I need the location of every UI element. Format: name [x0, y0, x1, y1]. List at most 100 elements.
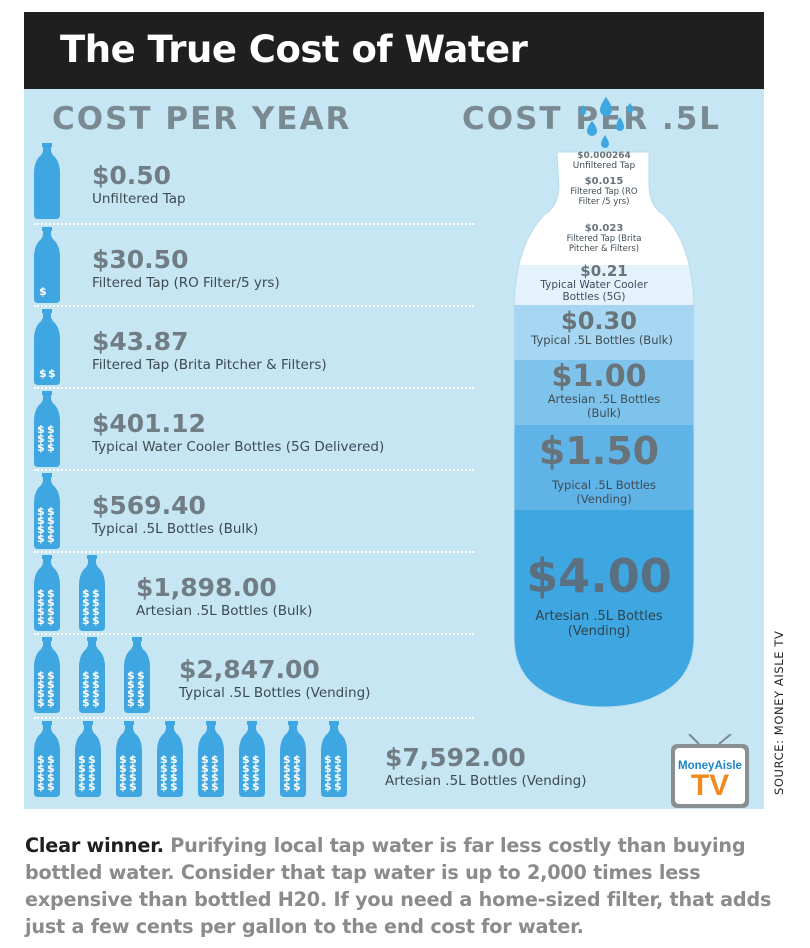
- dollar-sign-icon: $: [211, 780, 219, 793]
- bottle-shape: [157, 723, 183, 797]
- cost-amount: $0.50: [92, 161, 172, 190]
- dollar-sign-icon: $: [47, 669, 55, 682]
- dollar-sign-icon: $: [334, 780, 342, 793]
- water-bottle-icon: [34, 143, 60, 219]
- per-liter-label: Typical .5L Bottles (Bulk): [531, 333, 673, 347]
- dollar-sign-icon: $: [37, 614, 45, 627]
- bottle-shape: [34, 475, 60, 549]
- bottle-cap: [329, 721, 339, 725]
- cost-amount: $1,898.00: [136, 573, 277, 602]
- dollar-sign-icon: $: [324, 762, 332, 775]
- dollar-sign-icon: $: [283, 753, 291, 766]
- dollar-sign-icon: $: [92, 696, 100, 709]
- per-liter-amount: $1.00: [551, 359, 647, 394]
- bottle-cap: [87, 555, 97, 559]
- bottle-cap: [83, 721, 93, 725]
- dollar-sign-icon: $: [137, 669, 145, 682]
- dollar-sign-icon: $: [39, 367, 47, 380]
- dollar-sign-icon: $: [37, 423, 45, 436]
- dollar-sign-icon: $: [119, 762, 127, 775]
- dollar-sign-icon: $: [252, 762, 260, 775]
- dollar-sign-icon: $: [82, 614, 90, 627]
- cost-amount: $569.40: [92, 491, 206, 520]
- dollar-sign-icon: $: [37, 596, 45, 609]
- dollar-sign-icon: $: [334, 762, 342, 775]
- water-bottle-icon: $: [34, 227, 60, 303]
- dollar-sign-icon: $: [127, 696, 135, 709]
- cost-label: Typical Water Cooler Bottles (5G Deliver…: [92, 439, 385, 455]
- cost-row: $ $ $ $ $ $ $ $ $569.40 Typical .5L Bottles (Bu…: [24, 471, 494, 551]
- dollar-sign-icon: $: [201, 771, 209, 784]
- bottle-shape: [321, 723, 347, 797]
- dollar-sign-icon: $: [37, 587, 45, 600]
- dollar-sign-icon: $: [324, 771, 332, 784]
- dollar-sign-icon: $: [293, 762, 301, 775]
- dollar-sign-icon: $: [211, 753, 219, 766]
- water-bottle-icon: $ $: [34, 309, 60, 385]
- bottle-shape: [34, 723, 60, 797]
- dollar-sign-icon: $: [334, 753, 342, 766]
- cost-row: $ $ $ $ $ $ $401.12 Typical Water Cooler Bott…: [24, 389, 494, 469]
- dollar-sign-icon: $: [88, 780, 96, 793]
- dollar-sign-icon: $: [160, 771, 168, 784]
- bottle-shape: [34, 229, 60, 303]
- dollar-sign-icon: $: [137, 687, 145, 700]
- cost-label: Unfiltered Tap: [92, 191, 186, 207]
- dollar-sign-icon: $: [201, 780, 209, 793]
- per-liter-amount: $0.000264: [577, 151, 631, 161]
- dollar-sign-icon: $: [129, 771, 137, 784]
- dollar-sign-icon: $: [283, 762, 291, 775]
- dollar-sign-icon: $: [82, 696, 90, 709]
- water-bottle-icon: $ $$ $$ $$ $$ $$ $$ $$ $$ $$ $$ $$ $: [34, 637, 150, 713]
- dollar-sign-icon: $: [82, 596, 90, 609]
- dollar-sign-icon: $: [92, 678, 100, 691]
- dollar-sign-icon: $: [37, 780, 45, 793]
- dollar-sign-icon: $: [242, 753, 250, 766]
- dollar-sign-icon: $: [92, 596, 100, 609]
- dollar-sign-icon: $: [47, 423, 55, 436]
- dollar-sign-icon: $: [82, 669, 90, 682]
- bottle-shape: [116, 723, 142, 797]
- dollar-sign-icon: $: [129, 780, 137, 793]
- dollar-sign-icon: $: [201, 762, 209, 775]
- water-drop-icon: [580, 97, 633, 148]
- dollar-sign-icon: $: [47, 532, 55, 545]
- dollar-sign-icon: $: [47, 587, 55, 600]
- row-divider: [34, 469, 474, 471]
- dollar-sign-icon: $: [47, 596, 55, 609]
- bottle-cap: [206, 721, 216, 725]
- cost-label: Typical .5L Bottles (Vending): [179, 685, 371, 701]
- dollar-sign-icon: $: [127, 669, 135, 682]
- cost-amount: $2,847.00: [179, 655, 320, 684]
- per-liter-label: Artesian .5L Bottles (Bulk): [547, 392, 661, 420]
- dollar-sign-icon: $: [82, 687, 90, 700]
- dollar-sign-icon: $: [37, 432, 45, 445]
- caption-lead: Clear winner.: [25, 834, 164, 857]
- per-liter-label: Artesian .5L Bottles (Vending): [535, 609, 663, 640]
- infographic-panel: COST PER YEAR COST PER .5L $0.50 Unfilte…: [24, 89, 764, 809]
- cost-per-year-heading: COST PER YEAR: [52, 101, 352, 137]
- bottle-cap: [42, 227, 52, 231]
- row-divider: [34, 633, 474, 635]
- cost-amount: $30.50: [92, 245, 189, 274]
- cost-amount: $7,592.00: [385, 743, 526, 772]
- row-divider: [34, 305, 474, 307]
- cost-row: $0.50 Unfiltered Tap: [24, 141, 494, 221]
- dollar-sign-icon: $: [47, 614, 55, 627]
- bottle-shape: [34, 639, 60, 713]
- per-liter-amount: $1.50: [538, 429, 660, 473]
- dollar-sign-icon: $: [37, 505, 45, 518]
- dollar-sign-icon: $: [324, 753, 332, 766]
- dollar-sign-icon: $: [92, 687, 100, 700]
- dollar-sign-icon: $: [47, 762, 55, 775]
- bottle-shape: [34, 393, 60, 467]
- dollar-sign-icon: $: [82, 587, 90, 600]
- dollar-sign-icon: $: [129, 753, 137, 766]
- dollar-sign-icon: $: [119, 780, 127, 793]
- page-title: The True Cost of Water: [60, 28, 528, 71]
- dollar-sign-icon: $: [211, 762, 219, 775]
- bottle-cap: [42, 637, 52, 641]
- logo-text-line1: MoneyAisle: [678, 760, 742, 772]
- dollar-sign-icon: $: [47, 780, 55, 793]
- dollar-sign-icon: $: [211, 771, 219, 784]
